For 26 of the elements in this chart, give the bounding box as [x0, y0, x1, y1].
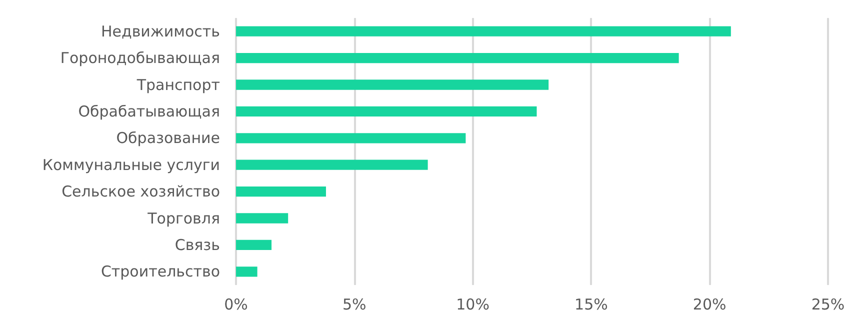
y-tick-label: Горонодобывающая	[60, 49, 220, 68]
y-tick-label: Образование	[116, 129, 220, 148]
y-tick-label: Обрабатывающая	[78, 102, 220, 120]
bar	[236, 240, 272, 250]
bar	[236, 26, 731, 36]
x-tick-label: 25%	[811, 296, 845, 314]
x-tick-label: 0%	[224, 296, 248, 314]
y-tick-label: Связь	[174, 236, 220, 254]
x-tick-label: 20%	[692, 296, 726, 314]
bar	[236, 80, 549, 90]
bar	[236, 133, 466, 144]
x-tick-label: 10%	[456, 296, 490, 314]
y-tick-label: Сельское хозяйство	[62, 182, 220, 201]
y-tick-label: Транспорт	[136, 76, 220, 94]
y-tick-label: Коммунальные услуги	[42, 156, 220, 174]
bar	[236, 106, 537, 117]
bar	[236, 160, 428, 170]
bar	[236, 52, 679, 64]
bar	[236, 186, 326, 197]
bar	[236, 213, 288, 224]
y-tick-label: Торговля	[146, 209, 220, 228]
y-tick-label: Строительство	[100, 262, 220, 281]
bar	[236, 266, 258, 277]
y-tick-label: Недвижимость	[100, 22, 220, 40]
x-tick-label: 15%	[574, 296, 608, 314]
x-tick-label: 5%	[342, 296, 366, 314]
